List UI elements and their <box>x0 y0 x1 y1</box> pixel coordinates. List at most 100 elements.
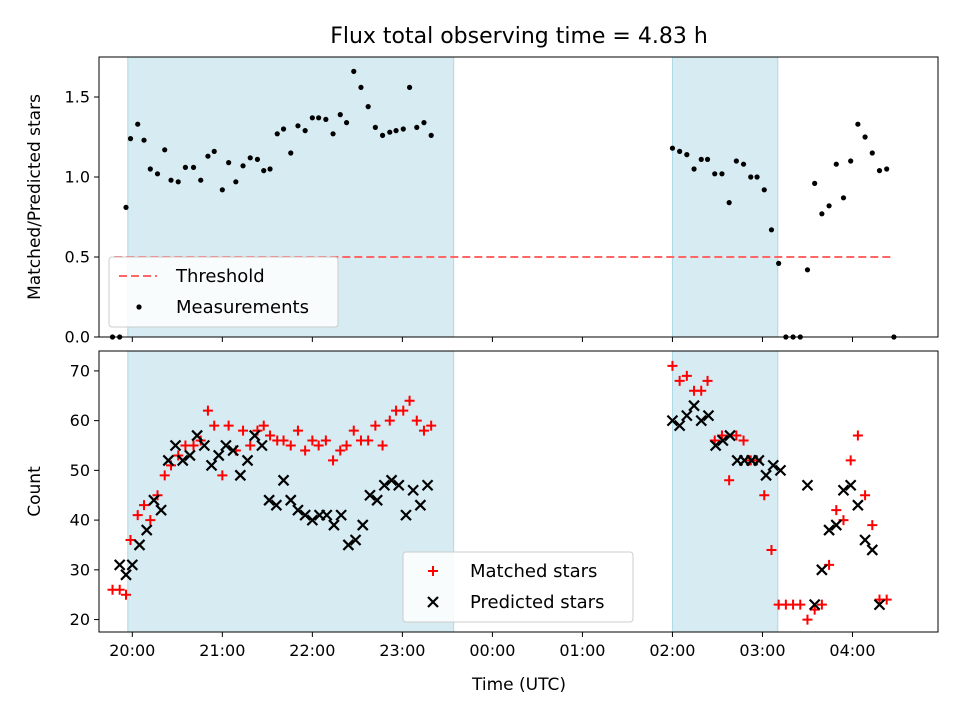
legend-marker-measurements <box>136 304 142 310</box>
measurements-point-61 <box>761 187 767 193</box>
predicted-stars-point-35 <box>356 519 369 531</box>
measurements-point-77 <box>876 168 883 174</box>
bottom-panel-legend: Matched stars Predicted stars <box>402 551 634 623</box>
measurements-point-32 <box>323 116 329 122</box>
predicted-stars-point-39 <box>385 474 398 487</box>
predicted-stars-point-6 <box>148 494 160 506</box>
matched-stars-point-43 <box>398 405 409 416</box>
bottom-observing-window-1 <box>127 350 455 633</box>
bottom-y-tick-label-6: 70 <box>70 361 90 380</box>
matched-stars-point-32 <box>320 435 331 446</box>
matched-stars-point-4 <box>125 534 136 545</box>
measurements-point-78 <box>884 166 890 172</box>
bottom-y-axis-label: Count <box>25 466 45 517</box>
predicted-stars-point-18 <box>234 469 247 482</box>
predicted-stars-point-57 <box>753 454 765 467</box>
matched-stars-point-58 <box>738 435 749 446</box>
measurements-point-53 <box>704 156 711 162</box>
predicted-stars-point-67 <box>844 479 857 492</box>
predicted-stars-point-4 <box>133 539 146 551</box>
matched-stars-point-16 <box>209 420 220 431</box>
matched-stars-point-15 <box>202 405 213 416</box>
matched-stars-point-35 <box>341 440 352 451</box>
legend-swatch-matched-stars <box>428 566 438 576</box>
bottom-y-tick-label-5: 60 <box>70 411 90 430</box>
predicted-stars-point-46 <box>673 419 686 432</box>
measurements-point-26 <box>280 126 287 132</box>
measurements-point-19 <box>233 179 239 185</box>
legend-marker-matched-stars <box>428 566 438 576</box>
matched-stars-point-5 <box>132 510 143 521</box>
top-y-tick-label-2: 0.5 <box>65 248 90 267</box>
bottom-panel-axes: 20:00 21:00 22:00 23:00 00:00 01:00 02:00 03:00… <box>25 350 939 660</box>
measurements-point-15 <box>205 153 211 159</box>
measurements-point-9 <box>162 147 168 153</box>
x-tick-label-23-00: 23:00 <box>379 641 425 660</box>
measurements-point-33 <box>330 131 336 137</box>
measurements-point-16 <box>211 148 217 154</box>
matched-stars-point-36 <box>348 425 359 436</box>
measurements-point-23 <box>261 168 267 174</box>
measurements-point-72 <box>840 195 847 201</box>
predicted-stars-point-33 <box>342 539 355 551</box>
measurements-point-75 <box>862 134 868 140</box>
matched-stars-point-75 <box>860 490 871 501</box>
bottom-y-tick-label-4: 50 <box>70 461 90 480</box>
matched-stars-point-48 <box>667 360 678 371</box>
x-tick-label-22-00: 22:00 <box>289 641 335 660</box>
predicted-stars-point-1 <box>113 559 126 571</box>
matched-stars-point-46 <box>418 425 429 436</box>
measurements-point-71 <box>833 161 839 167</box>
predicted-stars-point-23 <box>270 499 283 511</box>
bottom-y-tick-label-1: 20 <box>70 610 90 629</box>
measurements-point-22 <box>254 156 261 162</box>
measurements-point-54 <box>712 171 718 177</box>
matched-stars-point-29 <box>300 445 311 456</box>
matched-stars-point-20 <box>238 425 249 436</box>
predicted-stars-point-53 <box>724 429 736 442</box>
measurements-point-37 <box>358 84 364 90</box>
bottom-y-tick-label-3: 40 <box>70 511 90 530</box>
predicted-stars-point-37 <box>371 494 383 506</box>
x-tick-label-01-00: 01:00 <box>559 641 605 660</box>
measurements-point-58 <box>740 161 747 167</box>
matched-stars-point-50 <box>681 370 692 381</box>
measurements-point-46 <box>421 120 427 126</box>
legend-marker-predicted-stars <box>427 596 439 608</box>
predicted-stars-point-48 <box>688 399 700 412</box>
measurements-point-76 <box>869 150 875 156</box>
measurements-point-62 <box>768 227 775 233</box>
measurements-point-38 <box>365 104 371 110</box>
predicted-stars-point-43 <box>414 499 427 511</box>
matched-stars-point-2 <box>114 584 125 595</box>
x-tick-label-04-00: 04:00 <box>829 641 875 660</box>
bottom-panel-points <box>107 360 892 625</box>
measurements-point-24 <box>267 166 273 172</box>
predicted-stars-point-63 <box>816 564 828 576</box>
bottom-legend-box <box>402 551 634 623</box>
predicted-stars-point-19 <box>241 454 254 467</box>
measurements-point-25 <box>274 131 280 137</box>
matched-stars-point-21 <box>245 440 256 451</box>
measurements-point-57 <box>733 158 739 164</box>
matched-stars-point-6 <box>139 500 150 511</box>
top-panel-axes: 0.0 0.5 1.0 1.5 Matched/Predicted stars <box>25 56 939 347</box>
predicted-stars-point-3 <box>126 559 139 571</box>
matched-stars-point-44 <box>404 395 415 406</box>
predicted-stars-point-71 <box>873 598 886 611</box>
predicted-stars-point-61 <box>801 479 814 492</box>
measurements-point-3 <box>123 204 129 210</box>
matched-stars-point-45 <box>411 415 422 426</box>
predicted-stars-point-10 <box>176 454 189 467</box>
predicted-stars-point-69 <box>859 534 871 546</box>
predicted-stars-point-52 <box>717 434 729 447</box>
matched-stars-point-61 <box>759 490 770 501</box>
predicted-stars-point-27 <box>299 509 311 521</box>
measurements-point-50 <box>684 152 690 158</box>
measurements-point-36 <box>351 68 357 74</box>
predicted-stars-point-60 <box>774 464 787 477</box>
matched-stars-point-27 <box>285 440 296 451</box>
predicted-stars-point-15 <box>212 449 225 462</box>
measurements-point-31 <box>316 115 322 121</box>
predicted-stars-point-9 <box>169 439 182 452</box>
